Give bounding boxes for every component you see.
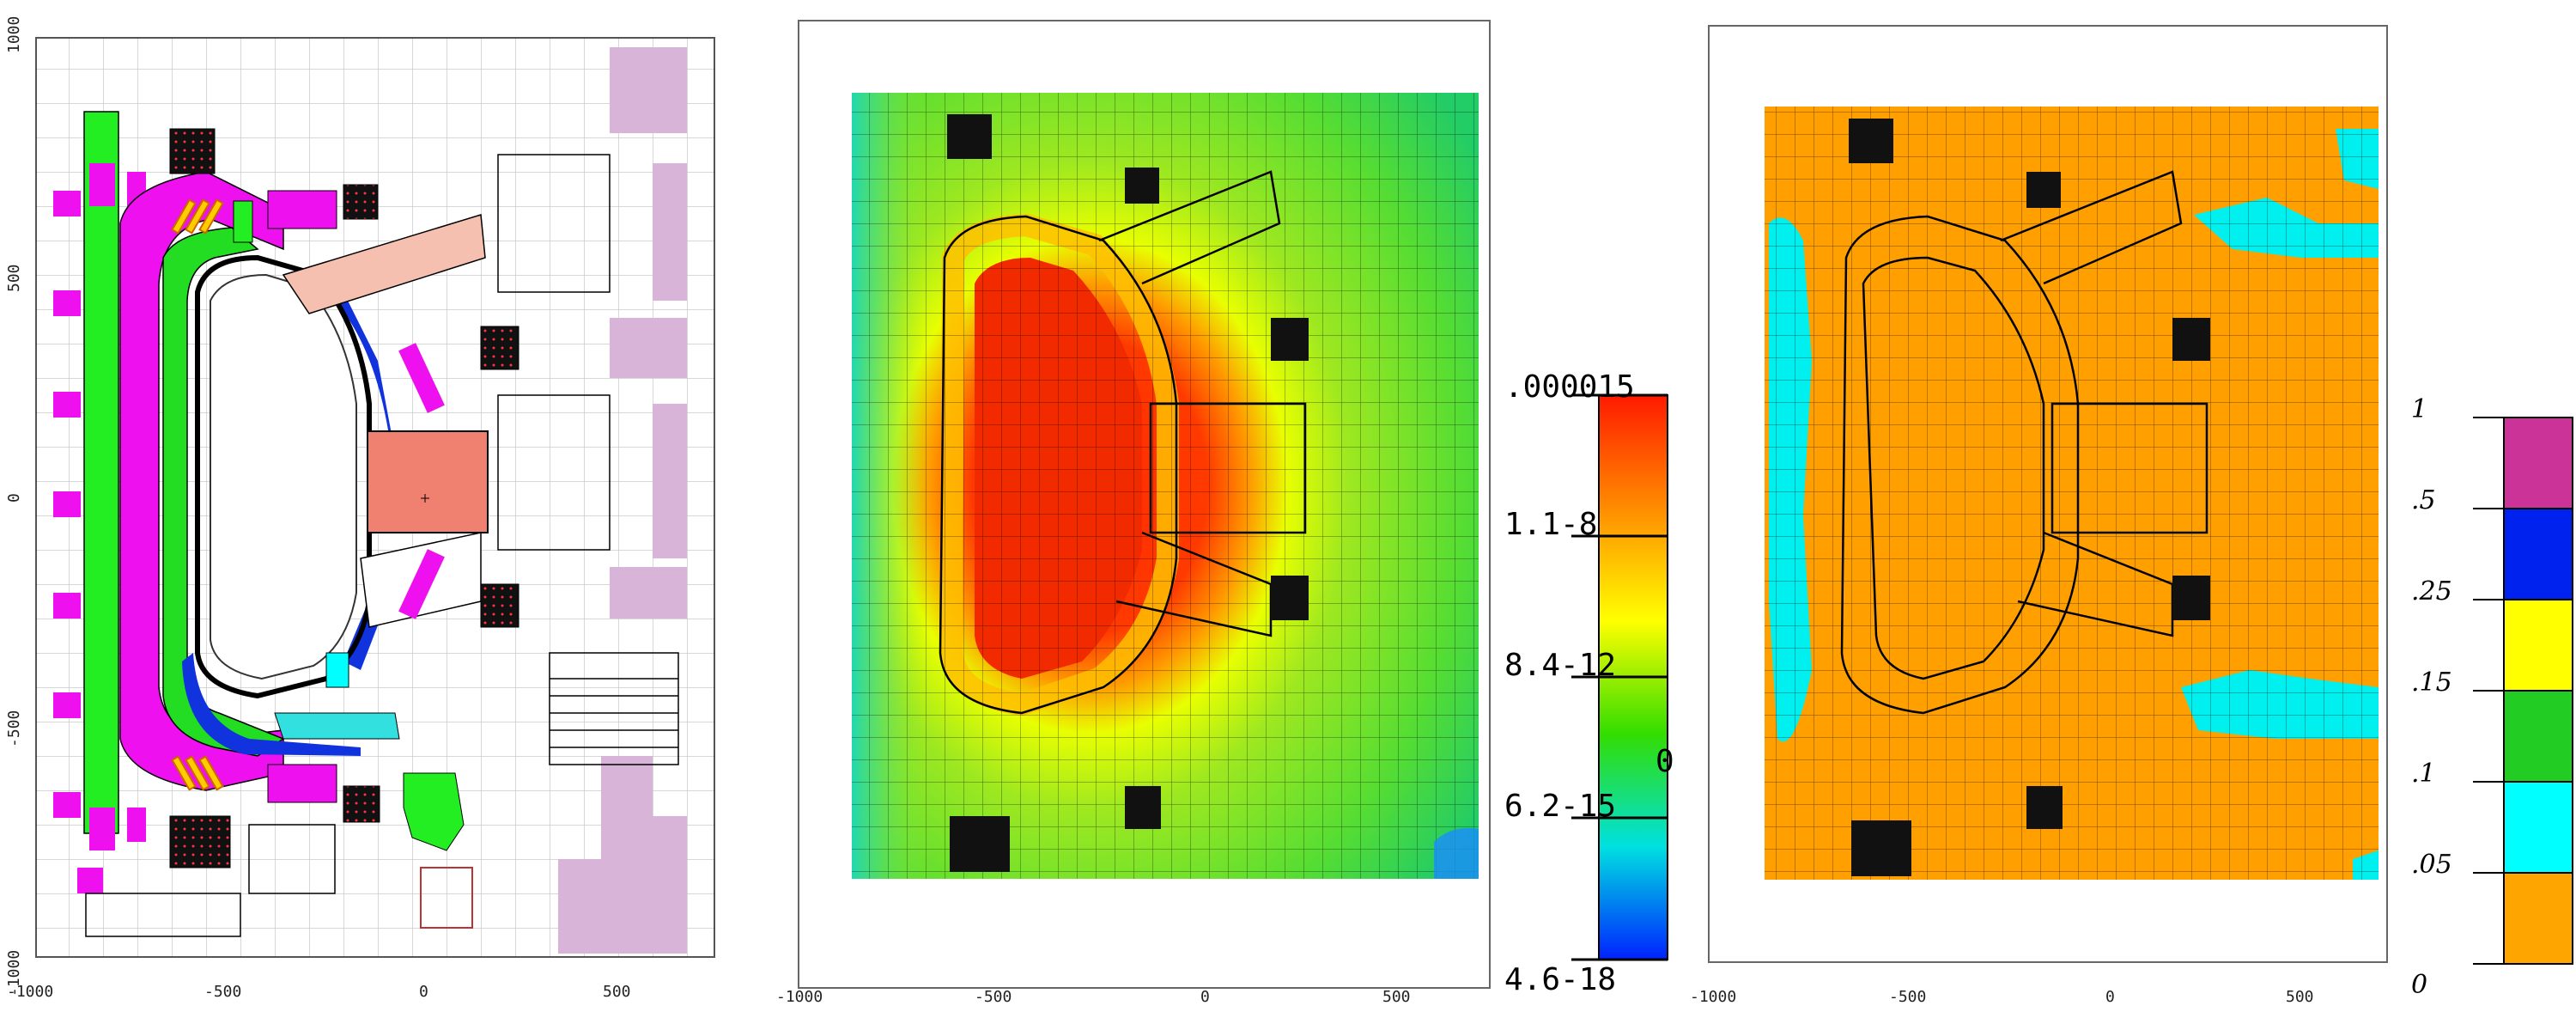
legend-label: 0 bbox=[2411, 970, 2427, 1000]
ratio-legend bbox=[2473, 417, 2573, 965]
lilac-block bbox=[653, 404, 687, 558]
lilac-block bbox=[558, 756, 687, 954]
cyan-block bbox=[274, 712, 400, 740]
coil bbox=[950, 816, 1010, 872]
legend-swatch bbox=[2503, 599, 2573, 692]
magenta-small bbox=[77, 868, 103, 893]
coil bbox=[947, 114, 992, 159]
x-tick: 0 bbox=[1200, 988, 1210, 1006]
y-tick: -500 bbox=[5, 710, 23, 747]
coil bbox=[480, 326, 519, 370]
upper-port bbox=[282, 214, 486, 314]
lilac-block bbox=[610, 47, 687, 133]
colorbar-label: 4.6-18 bbox=[1504, 962, 1616, 997]
x-tick: -1000 bbox=[776, 988, 823, 1006]
x-tick: 500 bbox=[603, 983, 631, 1001]
x-tick: -1000 bbox=[7, 983, 53, 1001]
y-tick: 500 bbox=[5, 264, 23, 292]
legend-label: .05 bbox=[2411, 850, 2452, 880]
ratio-panel: -1000 -500 0 500 1 .5 .25 .15 .1 .05 0 bbox=[1690, 25, 2573, 1006]
magenta-cluster bbox=[267, 764, 337, 803]
outline-box bbox=[420, 867, 473, 929]
coil bbox=[169, 815, 231, 869]
blanket-ring bbox=[195, 254, 372, 699]
coil bbox=[343, 184, 379, 220]
ratio-mesh bbox=[1765, 107, 2379, 880]
coil bbox=[1125, 786, 1161, 829]
magenta-bar bbox=[398, 549, 445, 619]
green-block bbox=[233, 200, 253, 243]
magenta-shell bbox=[119, 171, 284, 791]
magenta-cluster bbox=[267, 190, 337, 229]
coil bbox=[2172, 576, 2210, 620]
coil bbox=[2026, 786, 2063, 829]
y-tick: 0 bbox=[5, 493, 23, 503]
blue-layer bbox=[182, 653, 361, 756]
x-tick: -1000 bbox=[1690, 988, 1736, 1006]
lilac-block bbox=[653, 163, 687, 301]
legend-swatch bbox=[2503, 417, 2573, 509]
coil bbox=[169, 128, 216, 174]
flux-panel: -1000 -500 0 500 .000015 1.1-8 8.4-12 6.… bbox=[776, 20, 1674, 1006]
equatorial-port bbox=[367, 430, 489, 533]
coil bbox=[480, 583, 519, 628]
x-tick: 500 bbox=[2286, 988, 2314, 1006]
cyan-block bbox=[325, 652, 349, 688]
green-block bbox=[403, 772, 465, 851]
colorbar-label: 8.4-12 bbox=[1504, 648, 1616, 683]
magenta-pads bbox=[53, 163, 146, 850]
geometry-panel: 1000 500 0 -500 -1000 -1000 -500 0 500 bbox=[5, 16, 715, 1001]
colorbar-ticks bbox=[1571, 393, 1668, 961]
right-equipment bbox=[85, 154, 679, 937]
y-tick: -1000 bbox=[5, 950, 23, 997]
coil bbox=[1271, 576, 1309, 620]
legend-label: .25 bbox=[2411, 576, 2452, 606]
green-bar bbox=[83, 111, 119, 834]
legend-label: .5 bbox=[2411, 485, 2436, 515]
y-tick: 1000 bbox=[5, 16, 23, 53]
flux-corner bbox=[1434, 828, 1479, 879]
x-tick: -500 bbox=[975, 988, 1012, 1006]
x-tick: -500 bbox=[204, 983, 241, 1001]
legend-swatch bbox=[2503, 781, 2573, 874]
magenta-bar bbox=[398, 343, 445, 413]
coil bbox=[1271, 318, 1309, 361]
x-tick: 500 bbox=[1382, 988, 1411, 1006]
coil bbox=[1125, 168, 1159, 204]
legend-swatch bbox=[2503, 690, 2573, 783]
colorbar-label: 1.1-8 bbox=[1504, 507, 1597, 542]
coil bbox=[343, 785, 380, 823]
x-tick: 0 bbox=[419, 983, 428, 1001]
flux-mesh bbox=[852, 93, 1479, 879]
x-tick: 0 bbox=[2105, 988, 2115, 1006]
legend-swatch bbox=[2503, 872, 2573, 965]
coil bbox=[2172, 318, 2210, 361]
colorbar-side-mark: 0 bbox=[1656, 744, 1674, 779]
legend-swatch bbox=[2503, 508, 2573, 600]
coil bbox=[2026, 172, 2061, 208]
colorbar-label: .000015 bbox=[1504, 369, 1635, 405]
x-tick: -500 bbox=[1889, 988, 1926, 1006]
legend-label: .1 bbox=[2411, 759, 2436, 789]
coil bbox=[1851, 820, 1911, 876]
lilac-block bbox=[610, 318, 687, 378]
legend-label: .15 bbox=[2411, 667, 2452, 698]
colorbar-label: 6.2-15 bbox=[1504, 789, 1616, 824]
plasma-chamber bbox=[210, 273, 357, 680]
lilac-block bbox=[610, 567, 687, 619]
legend-label: 1 bbox=[2411, 394, 2427, 424]
coil bbox=[1849, 119, 1893, 163]
yellow-fingers bbox=[171, 198, 224, 791]
